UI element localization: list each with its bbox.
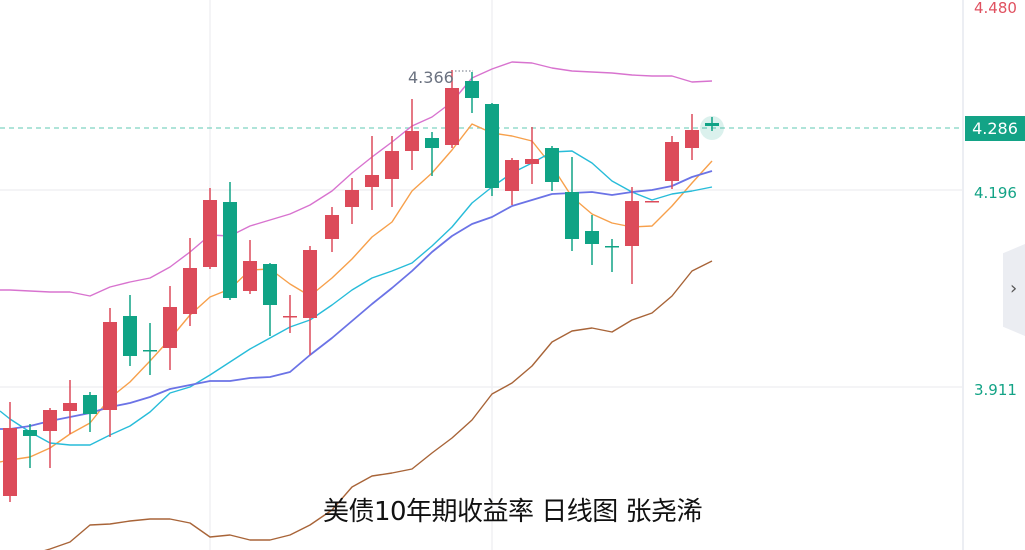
candle-body [385, 151, 399, 179]
candle[interactable] [23, 424, 37, 468]
candle[interactable] [585, 215, 599, 265]
live-pulse-icon [700, 116, 724, 140]
candle-body [23, 430, 37, 436]
candle[interactable] [405, 99, 419, 170]
candle-body [445, 88, 459, 145]
candle-body [43, 410, 57, 431]
candle[interactable] [685, 114, 699, 160]
chevron-right-icon: › [1010, 278, 1018, 299]
candle-body [545, 148, 559, 182]
candle[interactable] [43, 408, 57, 468]
candle[interactable] [203, 188, 217, 269]
candle[interactable] [325, 207, 339, 252]
candle[interactable] [505, 158, 519, 205]
boll-upper-line [0, 61, 713, 297]
candle-body [625, 201, 639, 246]
scroll-right-button[interactable]: › [1003, 244, 1025, 336]
candle-body [485, 104, 499, 188]
candle[interactable] [345, 178, 359, 224]
candle-body [203, 200, 217, 267]
price-axis-label: 4.196 [974, 184, 1017, 202]
candle[interactable] [83, 392, 97, 432]
candle[interactable] [565, 157, 579, 251]
candle[interactable] [465, 72, 479, 113]
candle-body [605, 246, 619, 248]
candle-body [263, 264, 277, 305]
candle[interactable] [3, 402, 17, 502]
candle-body [345, 190, 359, 207]
candle[interactable] [625, 187, 639, 284]
candle[interactable] [143, 323, 157, 375]
candle-body [465, 81, 479, 98]
candle-body [665, 142, 679, 181]
candle-body [645, 201, 659, 203]
candle-body [365, 175, 379, 187]
period-high-label: 4.366 [408, 68, 454, 87]
candle-body [303, 250, 317, 318]
candle-body [505, 160, 519, 191]
candle-body [283, 316, 297, 318]
candle[interactable] [223, 182, 237, 300]
candle-body [705, 123, 719, 126]
candle-body [163, 307, 177, 348]
candle-body [63, 403, 77, 411]
candle-body [103, 322, 117, 410]
current-price-value: 4.286 [972, 119, 1018, 138]
candle[interactable] [705, 117, 719, 131]
candle-body [525, 159, 539, 164]
candle-body [3, 428, 17, 496]
candle[interactable] [425, 132, 439, 176]
candle[interactable] [645, 201, 659, 203]
boll-lower-line [44, 260, 713, 550]
candle[interactable] [665, 136, 679, 189]
candle-body [425, 138, 439, 148]
candle[interactable] [485, 103, 499, 196]
candle[interactable] [525, 127, 539, 184]
chart-title: 美债10年期收益率 日线图 张尧浠 [322, 497, 703, 527]
candle-body [243, 261, 257, 291]
candle-body [183, 268, 197, 314]
candle-body [405, 131, 419, 151]
price-axis-label: 3.911 [974, 381, 1017, 399]
candle-body [585, 231, 599, 244]
period-high-value: 4.366 [408, 68, 454, 87]
candle[interactable] [183, 238, 197, 326]
candle[interactable] [545, 146, 559, 191]
candle-body [83, 395, 97, 414]
candle[interactable] [303, 246, 317, 355]
candle[interactable] [163, 286, 177, 370]
candle-body [325, 215, 339, 239]
candle-body [143, 350, 157, 352]
candle-body [223, 202, 237, 298]
candle[interactable] [263, 263, 277, 336]
candle[interactable] [365, 136, 379, 210]
candle[interactable] [243, 240, 257, 294]
candle-body [685, 130, 699, 148]
candle[interactable] [385, 136, 399, 207]
price-axis-label: 4.480 [974, 0, 1017, 17]
candle[interactable] [63, 380, 77, 434]
candle[interactable] [103, 308, 117, 437]
candle[interactable] [283, 295, 297, 333]
candle[interactable] [445, 70, 459, 148]
candle[interactable] [123, 295, 137, 366]
candle-body [565, 192, 579, 239]
current-price-tag: 4.286 [965, 116, 1025, 141]
candle-body [123, 316, 137, 356]
candle[interactable] [605, 239, 619, 272]
